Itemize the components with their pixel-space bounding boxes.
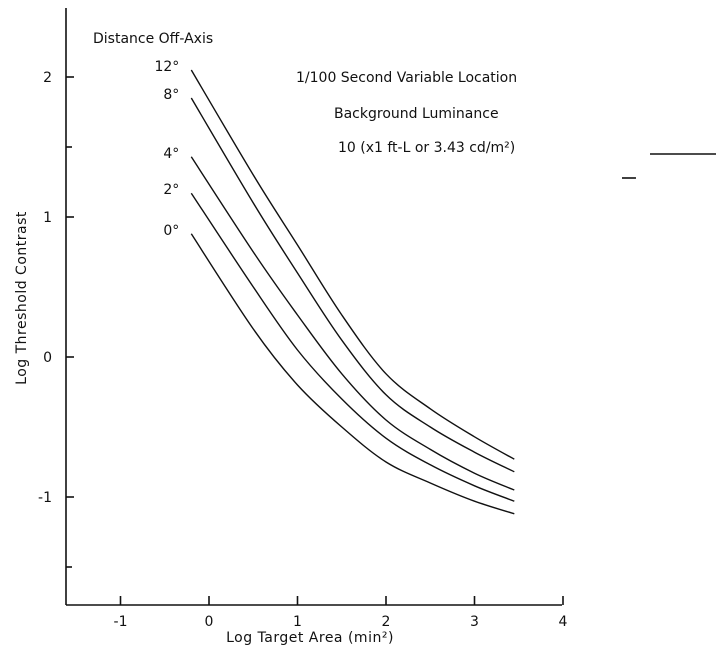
- y-tick-label: -1: [38, 490, 52, 506]
- condition-line-3: 10 (x1 ft-L or 3.43 cd/m²): [338, 140, 515, 156]
- series-label-2: 4°: [163, 146, 179, 162]
- series-line-4: [190, 233, 515, 515]
- y-ticks: -1 0 1 2: [38, 70, 74, 568]
- condition-line-1: 1/100 Second Variable Location: [296, 70, 517, 86]
- x-axis-label: Log Target Area (min²): [226, 630, 394, 646]
- x-tick-label: 1: [293, 614, 302, 630]
- y-tick-label: 2: [43, 70, 52, 86]
- condition-line-2: Background Luminance: [334, 106, 499, 122]
- series-label-4: 0°: [163, 223, 179, 239]
- x-tick-label: 2: [382, 614, 391, 630]
- x-ticks: -1 0 1 2 3 4: [114, 596, 568, 630]
- series-label-1: 8°: [163, 87, 179, 103]
- x-tick-label: 0: [205, 614, 214, 630]
- series-label-3: 2°: [163, 182, 179, 198]
- series-line-2: [190, 156, 515, 491]
- series-labels: 12° 8° 4° 2° 0°: [154, 59, 179, 239]
- x-tick-label: 4: [559, 614, 568, 630]
- series-label-0: 12°: [154, 59, 179, 75]
- y-tick-label: 0: [43, 350, 52, 366]
- series-curves: [190, 69, 515, 515]
- series-line-3: [190, 192, 515, 502]
- legend-title: Distance Off-Axis: [93, 31, 213, 47]
- x-tick-label: -1: [114, 614, 128, 630]
- y-tick-label: 1: [43, 210, 52, 226]
- series-line-1: [190, 97, 515, 473]
- x-tick-label: 3: [470, 614, 479, 630]
- y-axis-label: Log Threshold Contrast: [14, 211, 30, 385]
- series-line-0: [190, 69, 515, 460]
